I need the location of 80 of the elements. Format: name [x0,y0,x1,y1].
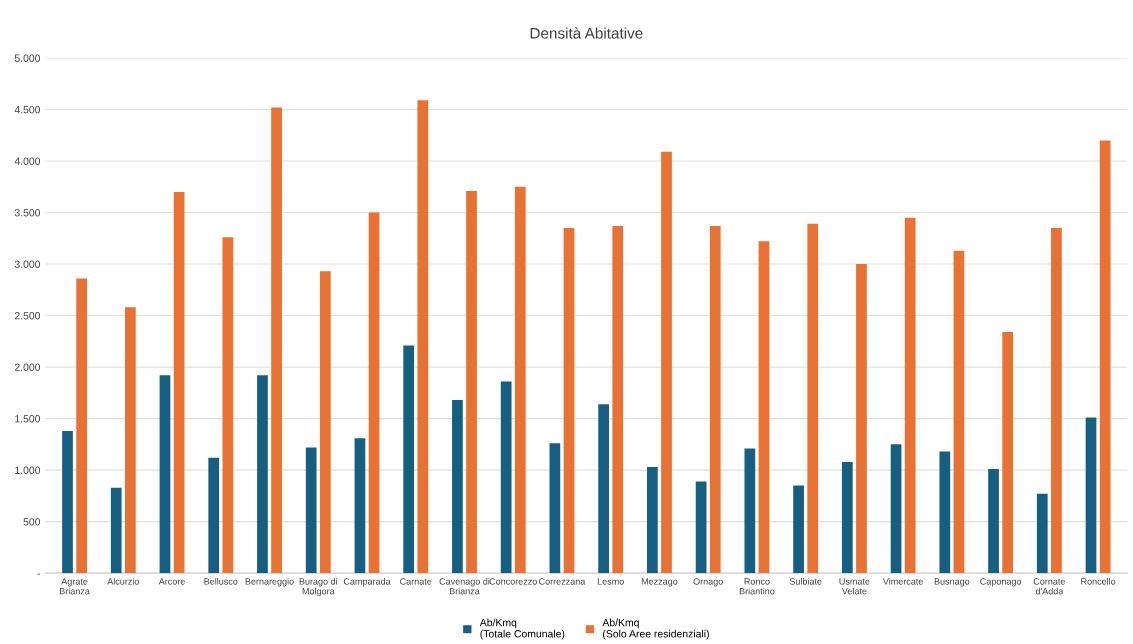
x-tick-label: Bellusco [204,578,238,585]
bar [758,241,770,574]
x-tick-label: Lesmo [597,578,624,585]
bar [953,250,965,574]
bar [62,430,73,574]
bar [173,191,185,574]
bar [159,375,171,574]
x-tick-label: Cavenago di Brianza [439,578,490,595]
bar [403,345,415,574]
bar [890,444,902,574]
bar [110,487,122,574]
x-tick-label: Correzzana [539,578,586,585]
legend-label: Ab/Kmq (Solo Aree residenziali) [602,618,709,640]
x-tick-label: Carnate [400,578,432,585]
bar [612,225,624,574]
bar [466,190,477,574]
bar [1085,417,1097,574]
x-tick-label: Sulbiate [789,578,822,585]
y-tick-label: 3.500 [14,209,41,217]
x-tick-label: Concorezzo [489,578,537,585]
bar [257,375,268,574]
x-tick-label: Bernareggio [245,578,294,587]
bar [549,443,561,574]
bar [452,400,463,574]
bar [904,217,916,574]
x-tick-label: Burago di Molgora [299,578,337,597]
bar [939,451,951,574]
x-tick-label: Cornate d'Adda [1033,578,1066,595]
x-tick-label: Arcore [158,578,185,585]
bar [500,381,512,574]
x-tick-label: Camparada [343,578,391,587]
legend-label: Ab/Kmq (Totale Comunale) [479,618,565,640]
y-tick-label: - [37,573,40,575]
bar [988,469,999,574]
x-tick-label: Ronco Briantino [739,578,775,595]
bar [1036,493,1048,574]
x-tick-label: Agrate Brianza [60,578,90,595]
y-tick-label: 3.000 [14,260,41,268]
y-tick-label: 4.000 [14,157,41,165]
y-tick-label: 2.500 [14,312,41,320]
bar [695,481,707,574]
bar [563,227,575,574]
x-tick-label: Caponago [980,578,1022,587]
bar [661,151,672,574]
bar [709,225,721,574]
y-tick-label: 2.000 [14,363,41,371]
bar [222,237,234,574]
y-tick-label: 5.000 [14,54,41,62]
bar [598,404,609,574]
bar [856,264,867,574]
bar [125,307,136,574]
bar [514,186,526,574]
bar [793,485,804,574]
bar [744,448,756,574]
bar [841,461,853,574]
bar [208,457,220,574]
bar [807,223,819,574]
chart-title: Densità Abitative [530,27,643,39]
bar [76,278,87,574]
x-tick-label: Roncello [1081,578,1116,585]
bar [271,107,282,574]
bar [417,100,429,574]
x-tick-label: Mezzago [641,578,678,587]
x-tick-label: Ornago [693,578,723,587]
x-tick-label: Alcurzio [107,578,139,585]
y-tick-label: 4.500 [14,105,41,114]
y-tick-label: 1.500 [15,415,41,423]
x-tick-label: Busnago [934,578,970,587]
bar [1099,140,1111,574]
bar [319,271,331,574]
bar [647,467,658,574]
bar [1051,227,1062,574]
y-tick-label: 500 [23,518,41,526]
bar [368,212,380,574]
x-tick-label: Usmate Velate [839,578,870,595]
x-tick-label: Vimercate [882,578,923,585]
bar [305,447,317,574]
bar [354,438,366,574]
y-tick-label: 1.000 [15,466,41,474]
bar [1002,332,1014,574]
